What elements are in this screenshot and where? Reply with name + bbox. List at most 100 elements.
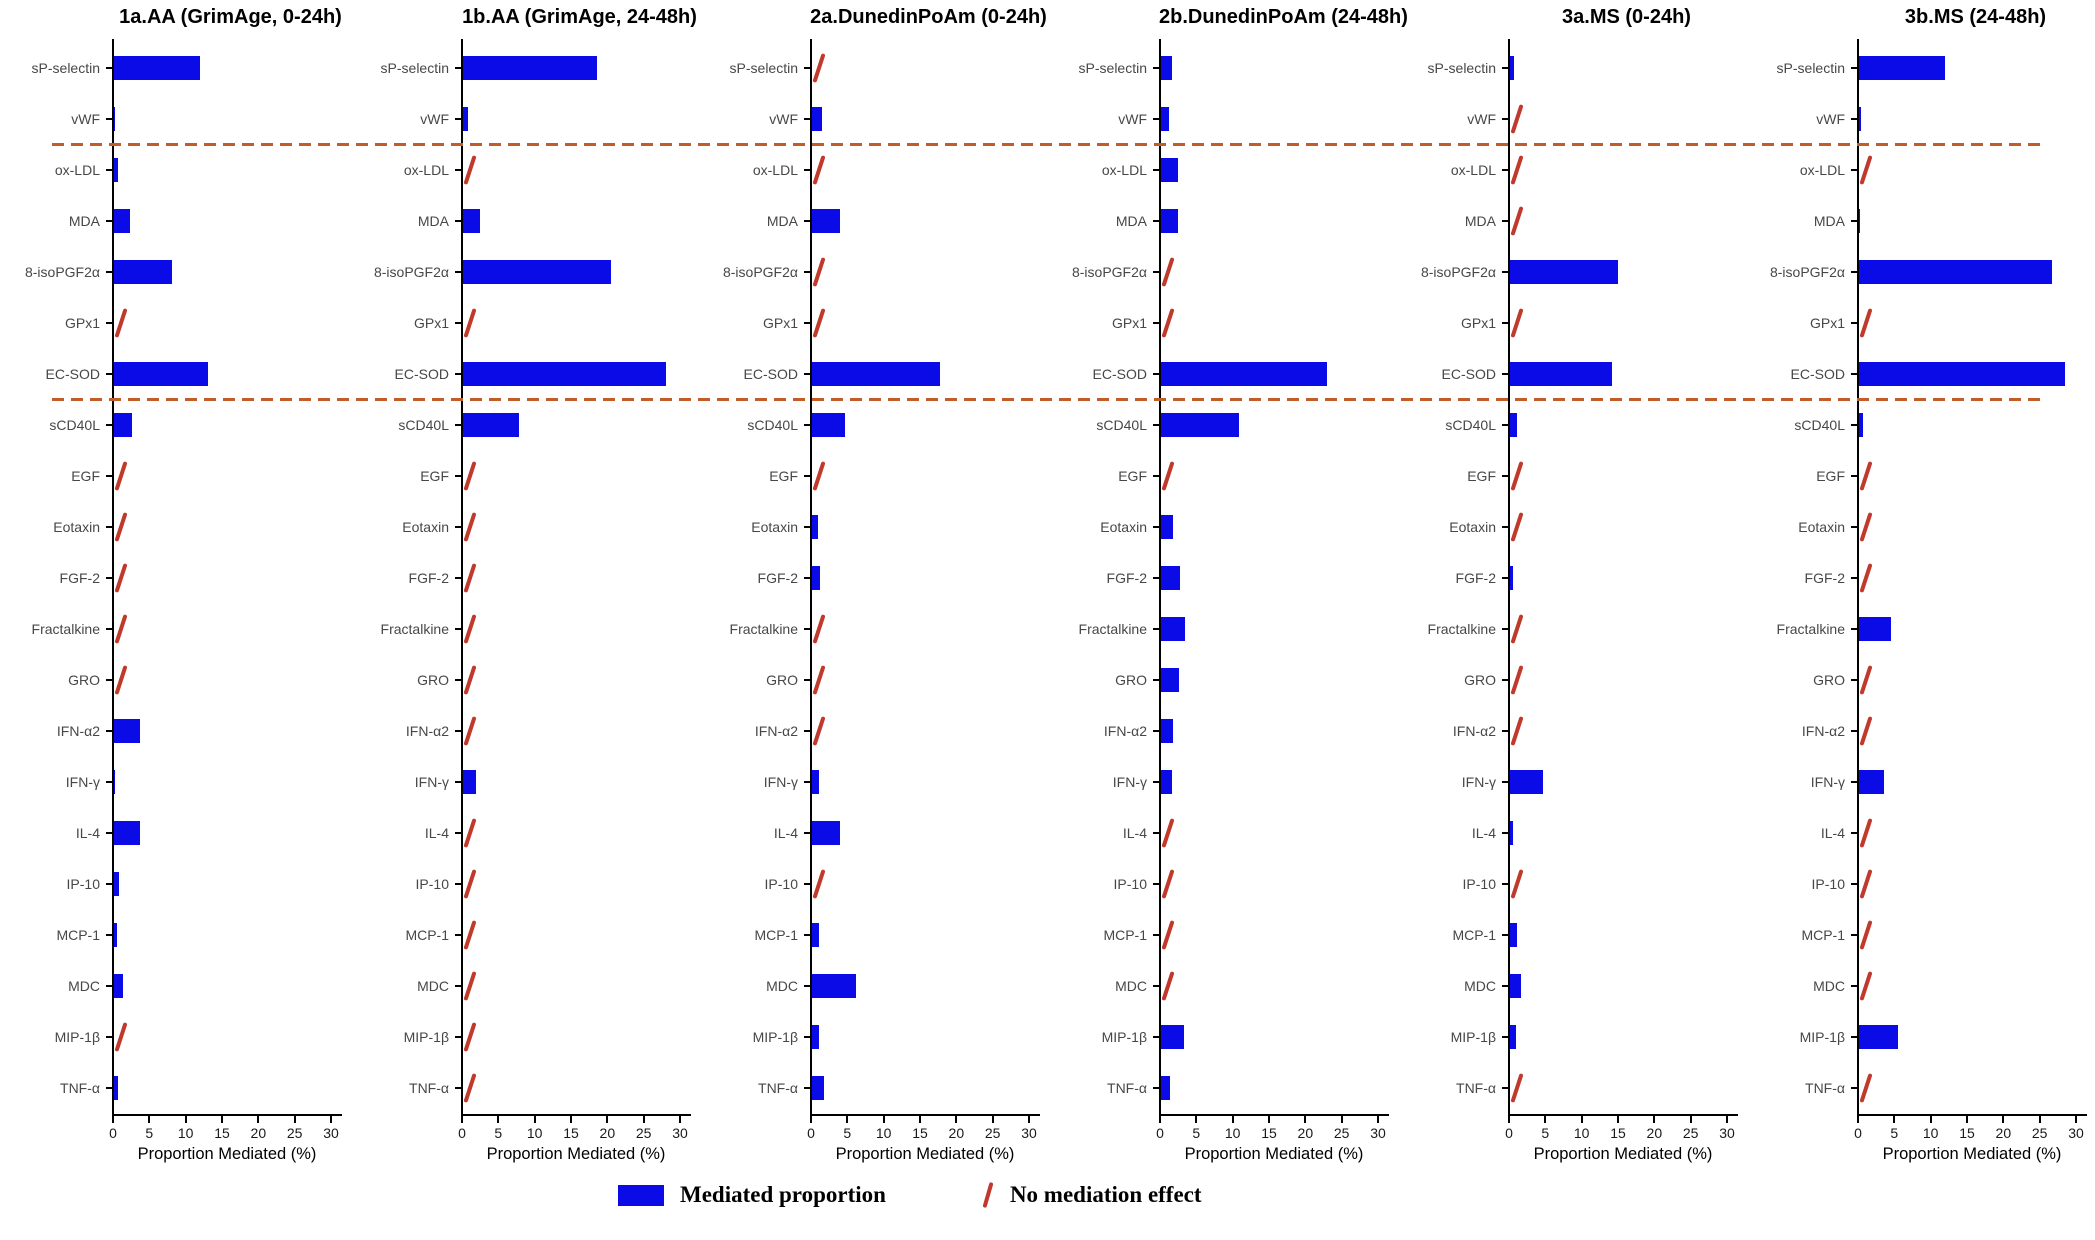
bar-EC-SOD xyxy=(1510,361,1613,386)
category-label-GPx1: GPx1 xyxy=(413,314,449,331)
y-tick xyxy=(1502,372,1508,375)
x-tick-label-0: 0 xyxy=(1505,1125,1513,1141)
category-label-IFN-γ: IFN-γ xyxy=(1112,774,1147,791)
category-label-MCP-1: MCP-1 xyxy=(754,927,798,944)
category-label-IP-10: IP-10 xyxy=(66,876,100,893)
bar-IL-4 xyxy=(114,821,141,846)
y-tick xyxy=(1502,934,1508,937)
x-tick-5 xyxy=(846,1116,849,1123)
category-label-EGF: EGF xyxy=(1816,467,1845,484)
bar-vWF xyxy=(114,106,116,131)
bar-IFN-γ xyxy=(463,770,477,795)
no-mediation-slash-Eotaxin xyxy=(1859,512,1873,542)
category-label-EGF: EGF xyxy=(71,467,100,484)
y-tick xyxy=(1153,117,1159,120)
category-label-Fractalkine: Fractalkine xyxy=(1078,621,1147,638)
bar-sP-selectin xyxy=(114,55,200,80)
category-label-EC-SOD: EC-SOD xyxy=(1790,365,1845,382)
category-label-ox-LDL: ox-LDL xyxy=(1799,161,1845,178)
category-label-IFN-α2: IFN-α2 xyxy=(1801,723,1845,740)
y-tick xyxy=(804,577,810,579)
bar-sP-selectin xyxy=(1859,55,1945,80)
category-label-GRO: GRO xyxy=(1813,672,1845,689)
category-label-TNF-α: TNF-α xyxy=(758,1080,798,1097)
category-label-MDA: MDA xyxy=(1813,212,1845,229)
no-mediation-slash-GPx1 xyxy=(463,307,477,338)
y-tick xyxy=(1502,168,1508,171)
category-label-MIP-1β: MIP-1β xyxy=(1450,1029,1496,1046)
category-label-IL-4: IL-4 xyxy=(1471,825,1496,842)
panel-title: 1a.AA (GrimAge, 0-24h) xyxy=(119,6,342,28)
bar-IFN-γ xyxy=(1859,770,1885,795)
x-tick-label-20: 20 xyxy=(1995,1125,2012,1141)
y-tick xyxy=(106,934,112,937)
y-tick xyxy=(1851,66,1857,69)
no-mediation-slash-IL-4 xyxy=(1161,818,1175,849)
category-label-MCP-1: MCP-1 xyxy=(1103,927,1147,944)
x-tick-label-20: 20 xyxy=(948,1125,965,1141)
y-tick xyxy=(455,781,461,784)
y-axis-line xyxy=(1508,39,1510,1116)
bar-IFN-α2 xyxy=(114,719,141,744)
bar-MDC xyxy=(114,974,123,999)
category-label-IFN-γ: IFN-γ xyxy=(414,774,449,791)
x-tick-25 xyxy=(991,1116,994,1123)
bar-sCD40L xyxy=(1161,412,1240,437)
no-mediation-slash-FGF-2 xyxy=(1859,563,1873,593)
bar-FGF-2 xyxy=(1161,566,1180,590)
category-label-TNF-α: TNF-α xyxy=(409,1080,449,1097)
category-label-Fractalkine: Fractalkine xyxy=(1776,621,1845,638)
y-tick xyxy=(455,679,461,682)
y-tick xyxy=(455,730,461,733)
category-label-Fractalkine: Fractalkine xyxy=(31,621,100,638)
y-tick xyxy=(1153,781,1159,784)
x-tick-label-5: 5 xyxy=(145,1125,154,1141)
no-mediation-slash-vWF xyxy=(1510,103,1524,134)
bar-TNF-α xyxy=(1161,1076,1171,1101)
category-label-8-isoPGF2α: 8-isoPGF2α xyxy=(1071,263,1147,280)
category-label-TNF-α: TNF-α xyxy=(60,1080,100,1097)
no-mediation-slash-GRO xyxy=(463,665,477,695)
category-label-MDA: MDA xyxy=(68,212,100,229)
category-label-sP-selectin: sP-selectin xyxy=(380,59,449,76)
no-mediation-slash-IFN-α2 xyxy=(1510,716,1524,747)
panel-5: 3a.MS (0-24h) sP-selectin vWF ox-LDL MDA 8-is… xyxy=(1396,0,1745,1240)
x-tick-label-0: 0 xyxy=(1156,1125,1164,1141)
y-tick xyxy=(804,66,810,69)
x-tick-10 xyxy=(1580,1116,1583,1123)
x-tick-label-15: 15 xyxy=(214,1125,230,1141)
bar-MDA xyxy=(812,208,841,233)
category-label-ox-LDL: ox-LDL xyxy=(54,161,100,178)
y-tick xyxy=(1153,1087,1159,1090)
bar-sP-selectin xyxy=(1161,55,1172,80)
bar-MDC xyxy=(812,974,857,999)
bar-sCD40L xyxy=(1510,412,1518,437)
category-label-ox-LDL: ox-LDL xyxy=(1101,161,1147,178)
category-label-IP-10: IP-10 xyxy=(415,876,449,893)
y-tick xyxy=(1153,423,1159,426)
x-tick-20 xyxy=(257,1116,260,1123)
x-tick-label-5: 5 xyxy=(1192,1125,1201,1141)
y-tick xyxy=(1153,474,1159,477)
category-label-sP-selectin: sP-selectin xyxy=(729,59,798,76)
bar-vWF xyxy=(1859,106,1862,131)
x-tick-25 xyxy=(1340,1116,1343,1123)
category-label-EGF: EGF xyxy=(1118,467,1147,484)
bar-EC-SOD xyxy=(1161,361,1327,386)
y-tick xyxy=(1153,66,1159,69)
y-tick xyxy=(804,934,810,937)
y-tick xyxy=(455,66,461,69)
category-label-GRO: GRO xyxy=(766,672,798,689)
bar-MIP-1β xyxy=(1859,1025,1899,1050)
y-tick xyxy=(804,1036,810,1039)
y-tick xyxy=(455,525,461,528)
bar-sP-selectin xyxy=(1510,55,1515,80)
x-tick-label-10: 10 xyxy=(526,1125,543,1141)
y-tick xyxy=(804,474,810,477)
x-tick-30 xyxy=(679,1116,681,1123)
x-tick-label-15: 15 xyxy=(1610,1125,1626,1141)
x-tick-5 xyxy=(148,1116,151,1123)
no-mediation-slash-GPx1 xyxy=(812,307,826,338)
category-label-FGF-2: FGF-2 xyxy=(1106,570,1147,586)
no-mediation-slash-FGF-2 xyxy=(114,563,128,593)
